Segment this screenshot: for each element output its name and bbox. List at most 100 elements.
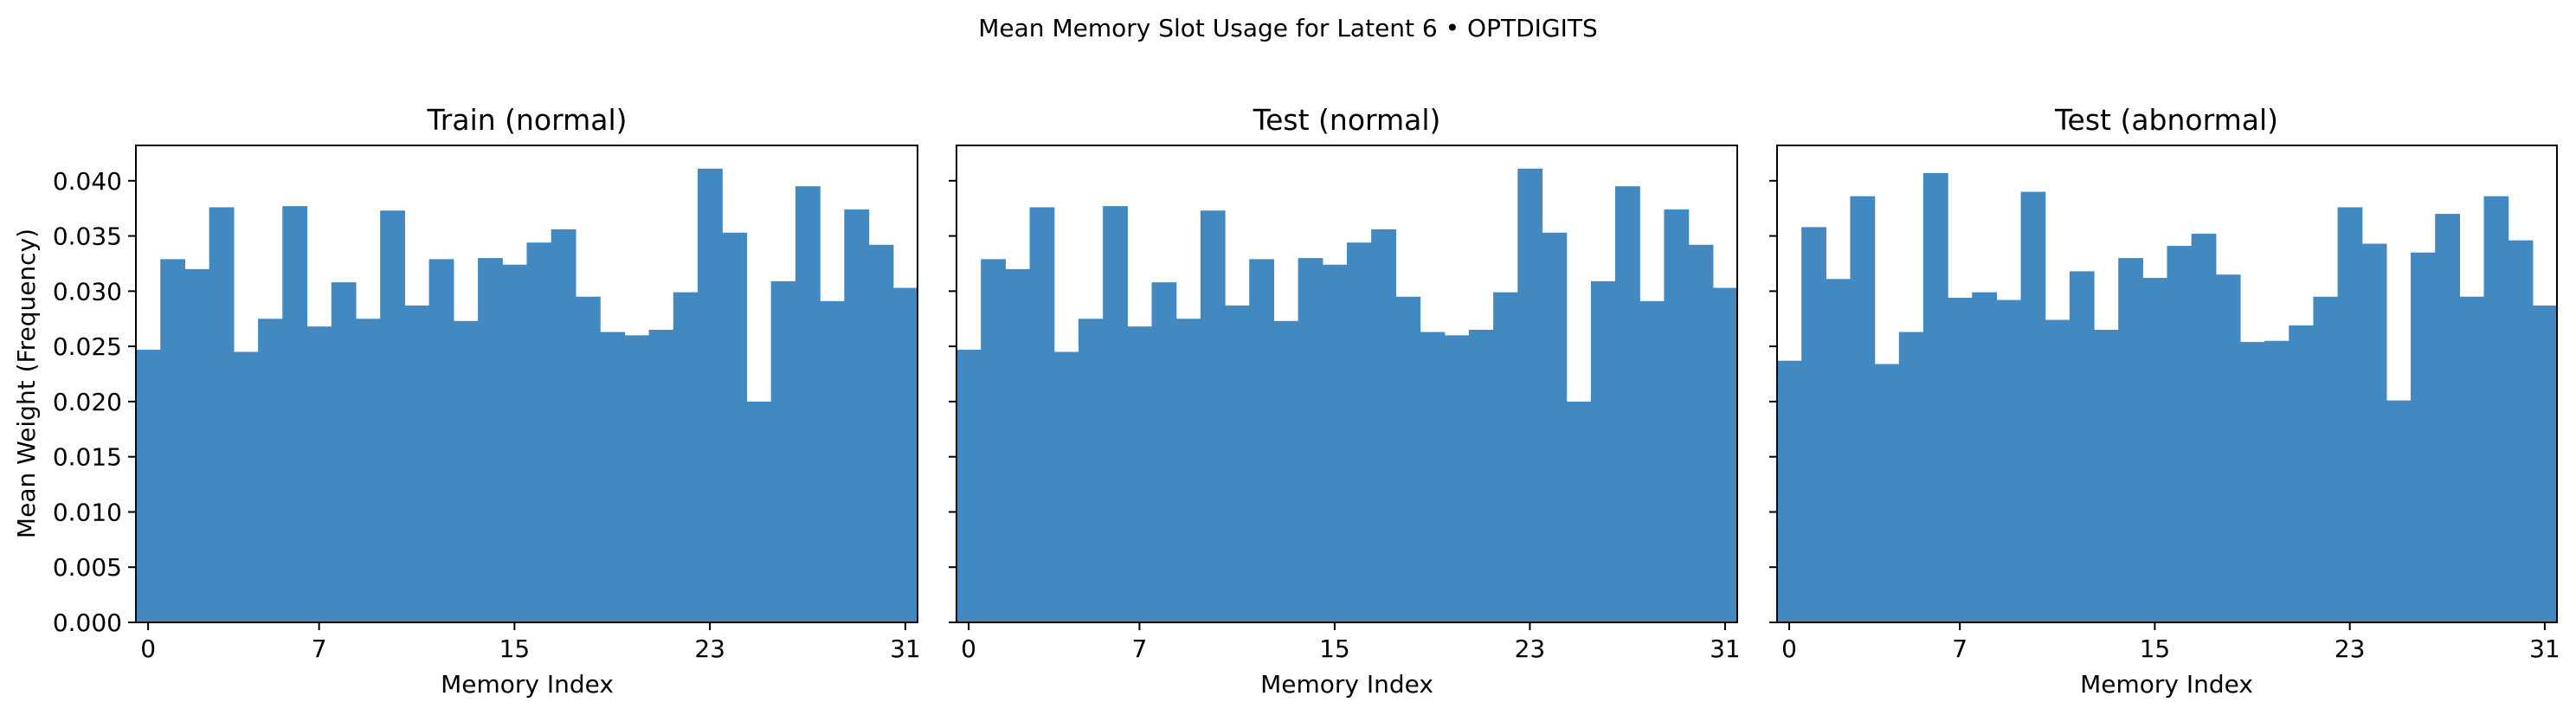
bar — [1444, 335, 1470, 622]
bar — [844, 209, 870, 623]
bar — [2289, 325, 2315, 622]
y-tick-label: 0.015 — [53, 443, 122, 472]
bar — [2411, 252, 2436, 622]
bar — [331, 282, 357, 622]
x-tick-label: 15 — [1319, 634, 1350, 663]
bar — [1420, 332, 1446, 622]
bar — [1395, 296, 1421, 622]
bar — [1103, 206, 1128, 622]
y-axis — [1769, 179, 1777, 623]
bar — [1688, 244, 1714, 622]
figure-title: Mean Memory Slot Usage for Latent 6 • OP… — [978, 14, 1597, 42]
bar — [1347, 242, 1372, 622]
y-tick-label: 0.025 — [53, 332, 122, 361]
bar — [1664, 209, 1690, 623]
bar — [1175, 319, 1201, 622]
bar — [1712, 287, 1738, 622]
bar — [2239, 342, 2265, 622]
x-axis-label: Memory Index — [1260, 670, 1433, 699]
x-tick-label: 23 — [2334, 634, 2366, 663]
bar — [1874, 364, 1900, 622]
bar — [2337, 207, 2363, 622]
bar — [956, 349, 982, 622]
x-axis: 0 7 15 23 31 — [140, 622, 921, 663]
x-tick-label: 23 — [1515, 634, 1546, 663]
bar — [2532, 305, 2558, 622]
bar — [2142, 278, 2168, 622]
bar — [2020, 191, 2046, 622]
bar — [1517, 168, 1543, 622]
bar — [2313, 296, 2339, 622]
bar — [1200, 210, 1226, 622]
bar — [2069, 271, 2095, 622]
panel-test-normal: Test (normal) 0 7 15 23 31 Memory Index — [949, 103, 1741, 699]
bar — [1249, 259, 1275, 622]
bar — [981, 259, 1006, 622]
y-axis-label: Mean Weight (Frequency) — [12, 229, 41, 538]
y-tick-label: 0.005 — [53, 553, 122, 582]
bar — [1972, 292, 1998, 622]
y-tick-label: 0.000 — [53, 609, 122, 637]
bars — [136, 168, 918, 623]
bar — [1078, 319, 1104, 622]
bars — [1777, 172, 2558, 623]
bar — [1801, 227, 1826, 622]
x-tick-label: 0 — [140, 634, 156, 663]
bar — [698, 168, 723, 622]
x-axis: 0 7 15 23 31 — [961, 622, 1741, 663]
bar — [1542, 232, 1568, 622]
bar — [1850, 196, 1876, 623]
bar — [1005, 268, 1031, 622]
bar — [1898, 332, 1924, 622]
bar — [624, 335, 650, 622]
bar — [722, 232, 748, 622]
x-tick-label: 15 — [2140, 634, 2171, 663]
bar — [770, 280, 796, 622]
x-tick-label: 23 — [694, 634, 725, 663]
y-tick-label: 0.035 — [53, 222, 122, 251]
y-axis — [949, 179, 956, 623]
bar — [282, 206, 308, 622]
bar — [1615, 186, 1640, 622]
bar — [1298, 258, 1323, 622]
bar — [1493, 292, 1518, 622]
bar — [2094, 330, 2119, 622]
bar — [820, 300, 845, 622]
plot-frame — [135, 145, 918, 623]
bar — [404, 305, 430, 622]
x-tick-label: 7 — [1131, 634, 1147, 663]
bar — [2435, 214, 2460, 622]
bar — [648, 330, 674, 622]
bar — [526, 242, 552, 622]
bar — [306, 326, 332, 622]
bar — [184, 268, 210, 622]
bar — [551, 229, 576, 622]
x-tick-label: 7 — [1952, 634, 1967, 663]
bar — [355, 319, 381, 622]
bar — [233, 351, 259, 622]
panel-title: Train (normal) — [426, 103, 627, 137]
bars — [956, 168, 1738, 623]
bar — [673, 292, 699, 622]
plot-frame — [956, 145, 1738, 623]
panel-test-abnormal: Test (abnormal) 0 7 15 23 31 Memory Index — [1769, 103, 2560, 699]
bar — [2167, 246, 2193, 622]
bar — [453, 320, 479, 622]
x-tick-label: 0 — [961, 634, 976, 663]
bar — [600, 332, 625, 622]
plot-frame — [1776, 145, 2558, 623]
bar — [1566, 401, 1592, 622]
x-tick-label: 31 — [1710, 634, 1741, 663]
bar — [1590, 280, 1616, 622]
bar — [1371, 229, 1396, 622]
bar — [1639, 300, 1665, 622]
bar — [160, 259, 186, 622]
bar — [2045, 319, 2070, 622]
bar — [795, 186, 821, 622]
bar — [502, 264, 528, 622]
bar — [746, 401, 772, 622]
bar — [136, 349, 161, 622]
bar — [868, 244, 894, 622]
bar — [2118, 258, 2143, 622]
